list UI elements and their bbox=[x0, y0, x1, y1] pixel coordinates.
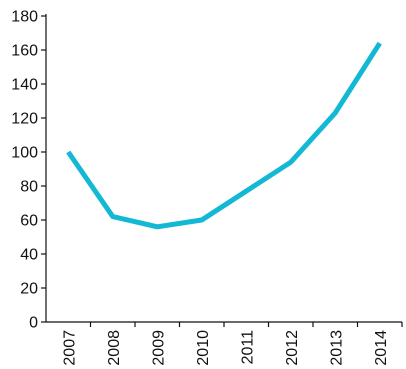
x-tick-label: 2014 bbox=[373, 330, 390, 366]
y-axis-ticks: 0 20 40 60 80 100 120 140 160 180 bbox=[11, 9, 46, 332]
x-tick-label: 2013 bbox=[328, 330, 345, 366]
series-line bbox=[66, 41, 382, 230]
x-tick-label: 2010 bbox=[195, 330, 212, 366]
axes bbox=[45, 14, 402, 323]
series-layer bbox=[66, 41, 382, 230]
x-tick-label: 2011 bbox=[239, 330, 256, 365]
x-tick-label: 2008 bbox=[106, 330, 123, 366]
y-tick-label: 60 bbox=[20, 213, 38, 230]
y-tick-label: 100 bbox=[11, 145, 38, 162]
y-tick-label: 120 bbox=[11, 111, 38, 128]
y-tick-label: 80 bbox=[20, 179, 38, 196]
y-tick-label: 0 bbox=[29, 315, 38, 332]
x-tick-label: 2012 bbox=[284, 330, 301, 366]
y-tick-label: 40 bbox=[20, 247, 38, 264]
y-tick-label: 160 bbox=[11, 43, 38, 60]
y-tick-label: 20 bbox=[20, 281, 38, 298]
x-tick-label: 2007 bbox=[61, 330, 78, 366]
x-tick-label: 2009 bbox=[150, 330, 167, 366]
x-axis-ticks: 2007 2008 2009 2010 2011 2012 2013 2014 bbox=[61, 322, 403, 366]
y-tick-label: 140 bbox=[11, 77, 38, 94]
y-tick-label: 180 bbox=[11, 9, 38, 26]
